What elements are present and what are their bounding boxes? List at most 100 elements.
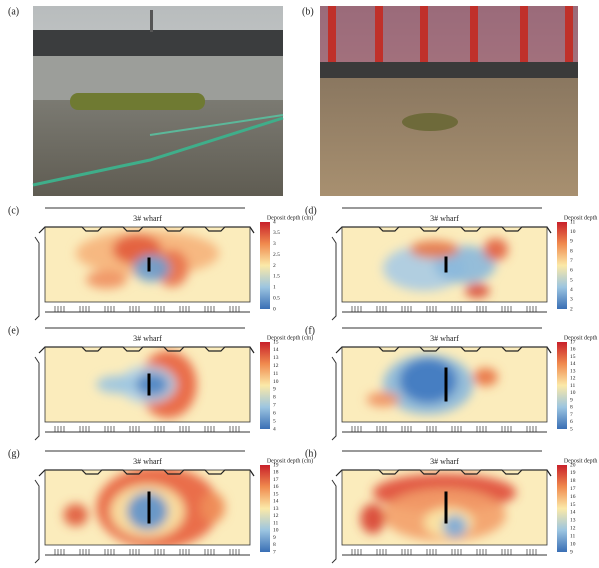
colorbar [557, 222, 567, 309]
colorbar-tick: 15 [273, 491, 279, 497]
colorbar-tick: 6 [570, 419, 573, 425]
contour-blob [201, 493, 226, 523]
colorbar-tick: 1 [273, 285, 276, 291]
colorbar [260, 222, 270, 309]
colorbar-tick: 14 [273, 499, 279, 505]
pipe-bar [445, 368, 448, 402]
wharf-label: 3# wharf [133, 457, 162, 466]
colorbar-tick: 12 [570, 376, 576, 382]
colorbar-tick: 20 [570, 462, 576, 468]
pipe-bar [445, 257, 448, 273]
colorbar-tick: 5 [570, 426, 573, 432]
colorbar-tick: 3.5 [273, 230, 280, 236]
colorbar-tick: 19 [570, 470, 576, 476]
contour-blob [399, 358, 456, 403]
contour-blob [133, 255, 170, 282]
bracket [332, 480, 336, 563]
colorbar-tick: 17 [273, 477, 279, 483]
colorbar-tick: 8 [273, 542, 276, 548]
colorbar-tick: 9 [570, 397, 573, 403]
colorbar-tick: 7 [570, 412, 573, 418]
contour-blob [410, 241, 459, 259]
colorbar-tick: 14 [570, 361, 576, 367]
colorbar-tick: 10 [570, 541, 576, 547]
colorbar-tick: 8 [570, 248, 573, 254]
contour-panel: (d)3# wharfDeposit depth (cm)11109876543… [305, 205, 599, 320]
colorbar-tick: 11 [570, 383, 576, 389]
colorbar-tick: 15 [273, 339, 279, 345]
contour-blob [96, 376, 137, 394]
bracket [332, 237, 336, 320]
contour-blob [473, 368, 498, 386]
colorbar-tick: 6 [273, 410, 276, 416]
pipe-bar [445, 492, 448, 524]
colorbar-tick: 3 [570, 297, 573, 303]
photo-label: (b) [302, 6, 314, 17]
panel-label: (f) [305, 325, 315, 336]
colorbar-tick: 7 [273, 403, 276, 409]
colorbar-tick: 6 [570, 268, 573, 274]
colorbar-tick: 2 [273, 263, 276, 269]
colorbar-tick: 10 [273, 528, 279, 534]
colorbar-tick: 12 [273, 513, 279, 519]
contour-blob [86, 271, 127, 289]
bracket [35, 237, 39, 320]
colorbar-tick: 13 [570, 518, 576, 524]
wharf-label: 3# wharf [133, 334, 162, 343]
pipe-bar [148, 374, 151, 396]
colorbar-tick: 12 [273, 363, 279, 369]
colorbar-tick: 10 [273, 379, 279, 385]
colorbar-tick: 17 [570, 339, 576, 345]
colorbar-tick: 9 [570, 549, 573, 555]
contour-blob [360, 504, 385, 534]
panel-label: (h) [305, 448, 317, 459]
colorbar [260, 465, 270, 552]
colorbar-tick: 11 [570, 533, 576, 539]
wharf-label: 3# wharf [430, 457, 459, 466]
colorbar-tick: 18 [570, 478, 576, 484]
contour-blob [483, 238, 508, 261]
colorbar-tick: 13 [273, 355, 279, 361]
colorbar-tick: 3 [273, 241, 276, 247]
colorbar-tick: 8 [273, 395, 276, 401]
colorbar-tick: 0 [273, 306, 276, 312]
bracket [35, 480, 39, 563]
colorbar-tick: 4 [570, 287, 573, 293]
colorbar-tick: 2.5 [273, 252, 280, 258]
colorbar-tick: 10 [570, 390, 576, 396]
colorbar-tick: 5 [570, 277, 573, 283]
colorbar-tick: 18 [273, 470, 279, 476]
colorbar-tick: 12 [570, 526, 576, 532]
colorbar-tick: 15 [570, 502, 576, 508]
colorbar [557, 465, 567, 552]
colorbar-tick: 5 [273, 418, 276, 424]
colorbar-tick: 2 [570, 306, 573, 312]
colorbar-tick: 16 [570, 494, 576, 500]
photo-b [320, 6, 578, 196]
colorbar-tick: 11 [570, 219, 576, 225]
pipe-bar [148, 258, 151, 272]
bracket [35, 357, 39, 440]
wharf-label: 3# wharf [133, 214, 162, 223]
colorbar-tick: 16 [273, 484, 279, 490]
colorbar-tick: 13 [570, 368, 576, 374]
colorbar-tick: 14 [570, 510, 576, 516]
panel-label: (c) [8, 205, 19, 216]
colorbar-tick: 9 [570, 239, 573, 245]
colorbar-tick: 11 [273, 371, 279, 377]
colorbar-tick: 7 [273, 549, 276, 555]
photo-a [33, 6, 283, 196]
colorbar-tick: 1.5 [273, 274, 280, 280]
colorbar-tick: 0.5 [273, 295, 280, 301]
colorbar-tick: 4 [273, 426, 276, 432]
colorbar-tick: 14 [273, 347, 279, 353]
colorbar-tick: 16 [570, 347, 576, 353]
colorbar-tick: 15 [570, 354, 576, 360]
photo-label: (a) [8, 6, 19, 17]
colorbar-tick: 9 [273, 535, 276, 541]
colorbar-tick: 13 [273, 506, 279, 512]
colorbar-tick: 11 [273, 520, 279, 526]
contour-blob [63, 504, 88, 527]
